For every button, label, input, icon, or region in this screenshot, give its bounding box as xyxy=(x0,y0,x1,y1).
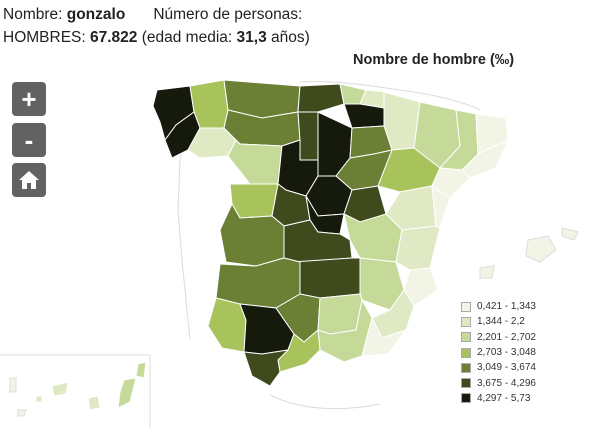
age-value: 31,3 xyxy=(236,29,267,46)
legend-item: 1,344 - 2,2 xyxy=(461,314,536,329)
island-la-palma[interactable] xyxy=(9,377,17,393)
name-label: Nombre: xyxy=(3,6,63,23)
legend-item: 3,675 - 4,296 xyxy=(461,375,536,390)
legend-item: 3,049 - 3,674 xyxy=(461,360,536,375)
legend-swatch xyxy=(461,332,471,343)
province-menorca[interactable] xyxy=(561,227,579,241)
men-label: HOMBRES: xyxy=(3,29,86,46)
province-jaen[interactable] xyxy=(317,293,363,335)
province-mallorca[interactable] xyxy=(525,235,557,263)
france-outline xyxy=(299,80,481,111)
province-alava[interactable] xyxy=(343,103,385,129)
legend-swatch xyxy=(461,316,471,327)
province-ibiza[interactable] xyxy=(479,265,495,279)
legend-swatch xyxy=(461,362,471,373)
island-tenerife[interactable] xyxy=(51,381,69,397)
age-suffix: años) xyxy=(271,29,310,46)
africa-outline xyxy=(269,394,381,410)
province-almeria[interactable] xyxy=(361,316,408,357)
island-la-gomera[interactable] xyxy=(35,395,43,403)
province-ciudad-real[interactable] xyxy=(291,257,361,299)
home-icon xyxy=(19,171,39,189)
legend-swatch xyxy=(461,393,471,404)
canary-frame xyxy=(0,354,151,428)
province-cuenca[interactable] xyxy=(343,213,403,263)
province-alicante[interactable] xyxy=(403,267,439,307)
name-value: gonzalo xyxy=(66,6,126,23)
legend-label: 2,703 - 3,048 xyxy=(477,347,536,359)
legend-label: 2,201 - 2,702 xyxy=(477,331,536,343)
men-value: 67.822 xyxy=(90,29,138,46)
province-palencia[interactable] xyxy=(297,111,319,161)
island-lanzarote[interactable] xyxy=(135,361,147,379)
province-cantabria[interactable] xyxy=(297,83,345,113)
legend-swatch xyxy=(461,378,471,389)
persons-label: Número de personas: xyxy=(153,6,303,23)
legend-item: 0,421 - 1,343 xyxy=(461,299,536,314)
legend-label: 3,049 - 3,674 xyxy=(477,362,536,374)
zoom-in-button[interactable]: + xyxy=(12,82,46,116)
portugal-outline xyxy=(177,124,191,341)
map-title: Nombre de hombre (‰) xyxy=(353,52,515,68)
legend-label: 4,297 - 5,73 xyxy=(477,392,531,404)
legend-item: 4,297 - 5,73 xyxy=(461,391,536,406)
map-legend: 0,421 - 1,343 1,344 - 2,2 2,201 - 2,702 2,7… xyxy=(461,299,536,406)
legend-swatch xyxy=(461,301,471,312)
age-prefix: (edad media: xyxy=(141,29,233,46)
men-line: HOMBRES: 67.822 (edad media: 31,3 años) xyxy=(3,29,310,47)
zoom-out-button[interactable]: - xyxy=(12,123,46,157)
legend-label: 3,675 - 4,296 xyxy=(477,377,536,389)
province-valencia[interactable] xyxy=(395,225,441,271)
home-button[interactable] xyxy=(12,163,46,197)
name-line: Nombre: gonzalo Número de personas: xyxy=(3,6,302,24)
island-el-hierro[interactable] xyxy=(17,409,27,417)
legend-item: 2,703 - 3,048 xyxy=(461,345,536,360)
legend-item: 2,201 - 2,702 xyxy=(461,330,536,345)
province-tarragona[interactable] xyxy=(431,167,471,199)
island-gran-canaria[interactable] xyxy=(87,395,101,411)
island-fuerteventura[interactable] xyxy=(117,377,137,409)
province-cadiz[interactable] xyxy=(243,349,290,387)
legend-label: 0,421 - 1,343 xyxy=(477,301,536,313)
legend-label: 1,344 - 2,2 xyxy=(477,316,525,328)
province-zamora[interactable] xyxy=(227,139,283,185)
legend-swatch xyxy=(461,347,471,358)
province-badajoz[interactable] xyxy=(215,257,301,309)
